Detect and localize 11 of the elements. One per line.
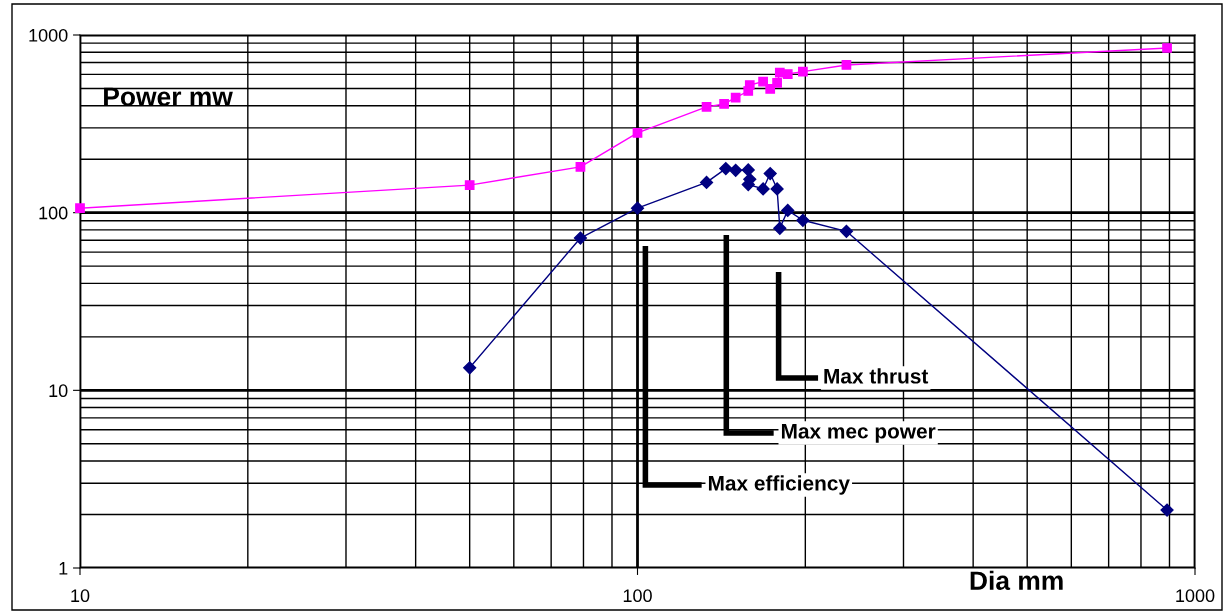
y-tick-label: 10 (49, 384, 68, 398)
x-tick-label: 1000 (1176, 589, 1215, 603)
y-tick-label: 1 (59, 562, 68, 575)
x-tick-label: 100 (623, 589, 652, 603)
y-tick-label: 100 (39, 206, 68, 220)
x-tick-label: 10 (71, 589, 90, 603)
annotation: Max thrust (824, 368, 929, 384)
y-tick-label: 1000 (29, 28, 68, 42)
annotation: Max efficiency (708, 475, 850, 495)
annotation: Max mec power (781, 424, 936, 443)
x-axis-title: Dia mm (970, 570, 1063, 591)
